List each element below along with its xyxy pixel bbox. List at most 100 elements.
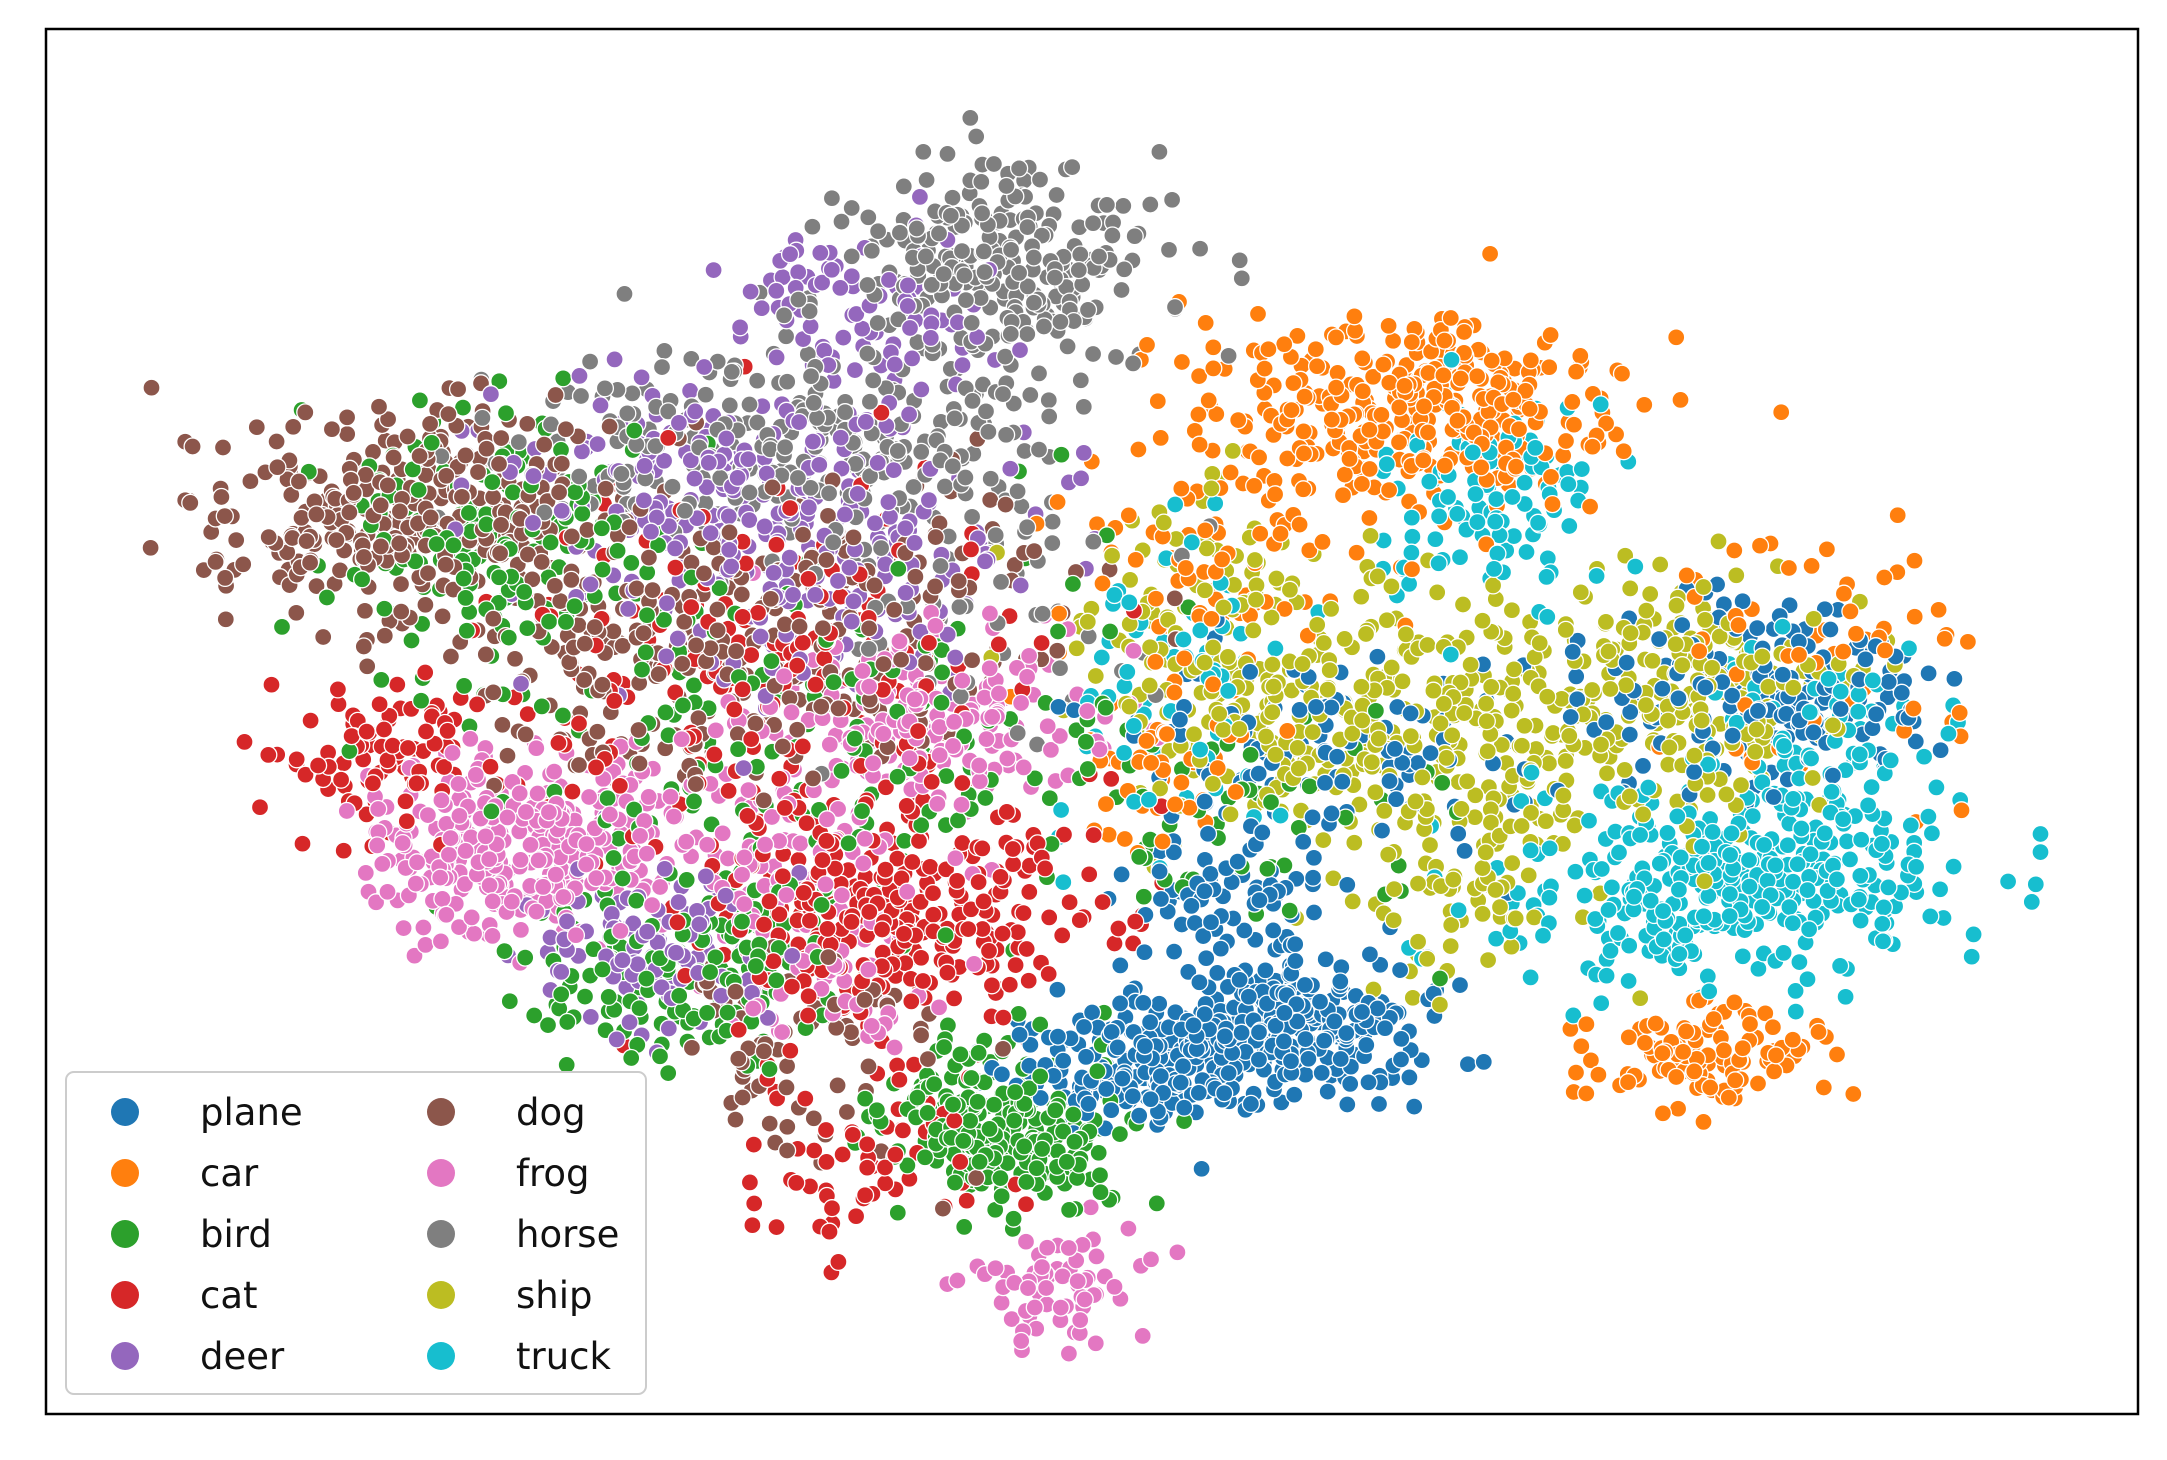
point-plane — [1359, 1073, 1378, 1092]
point-plane — [1316, 950, 1335, 969]
point-plane — [1123, 1087, 1142, 1106]
point-deer — [810, 455, 829, 474]
point-frog — [1087, 1247, 1106, 1266]
point-dog — [448, 380, 468, 399]
point-plane — [1197, 949, 1216, 968]
point-bird — [489, 568, 509, 587]
point-frog — [405, 946, 424, 965]
point-ship — [1366, 783, 1385, 802]
point-truck — [1962, 947, 1981, 966]
point-horse — [868, 313, 887, 333]
point-car — [1577, 1084, 1596, 1103]
point-horse — [979, 422, 998, 441]
point-cat — [235, 732, 254, 752]
point-cat — [1093, 892, 1112, 912]
point-car — [1935, 629, 1954, 648]
point-frog — [1014, 758, 1033, 777]
point-frog — [772, 1022, 792, 1042]
point-frog — [1038, 717, 1057, 736]
point-bird — [632, 660, 652, 679]
point-bird — [659, 1063, 678, 1083]
point-dog — [215, 568, 235, 588]
point-truck — [1575, 886, 1594, 905]
point-frog — [1078, 701, 1097, 721]
point-horse — [1071, 245, 1090, 264]
point-dog — [392, 602, 411, 621]
point-horse — [859, 208, 878, 227]
point-truck — [1522, 763, 1541, 782]
point-horse — [858, 344, 877, 363]
point-car — [1725, 541, 1744, 560]
point-frog — [1002, 1309, 1021, 1329]
point-car — [1480, 244, 1500, 263]
point-cat — [902, 992, 921, 1011]
point-deer — [739, 450, 758, 469]
point-horse — [890, 223, 910, 242]
point-deer — [834, 328, 853, 347]
point-frog — [739, 780, 758, 800]
point-dog — [354, 637, 373, 656]
point-plane — [1076, 1047, 1096, 1067]
point-car — [1772, 403, 1791, 422]
point-ship — [1382, 577, 1401, 596]
point-car — [1148, 392, 1167, 411]
point-horse — [1112, 280, 1131, 300]
point-plane — [1919, 664, 1938, 683]
point-car — [1353, 382, 1372, 401]
point-dog — [375, 626, 394, 645]
point-cat — [719, 781, 738, 801]
point-cat — [858, 1158, 877, 1177]
point-horse — [1039, 391, 1058, 410]
point-car — [1540, 358, 1559, 377]
point-ship — [1377, 611, 1397, 630]
point-cat — [974, 892, 993, 911]
point-ship — [1530, 633, 1549, 653]
point-car — [1566, 362, 1586, 381]
point-horse — [1141, 195, 1160, 214]
point-horse — [1232, 269, 1251, 288]
point-dog — [493, 715, 512, 734]
point-truck — [1626, 557, 1645, 576]
point-car — [1577, 1015, 1596, 1034]
point-horse — [1162, 190, 1182, 209]
point-dog — [535, 435, 554, 454]
point-cat — [287, 750, 306, 769]
point-dog — [1048, 641, 1067, 660]
point-bird — [888, 1203, 907, 1222]
point-horse — [981, 469, 1000, 488]
point-dog — [206, 552, 225, 572]
point-car — [1313, 532, 1332, 552]
point-plane — [1111, 956, 1130, 975]
point-bird — [372, 670, 391, 690]
point-car — [1612, 364, 1632, 383]
point-frog — [1081, 1198, 1100, 1217]
point-cat — [843, 1125, 862, 1144]
point-horse — [967, 127, 986, 146]
point-deer — [845, 360, 865, 380]
point-deer — [581, 1007, 600, 1027]
point-frog — [698, 835, 717, 854]
point-dog — [141, 538, 160, 557]
point-cat — [301, 711, 320, 730]
point-truck — [1438, 487, 1458, 507]
point-frog — [416, 935, 435, 955]
point-ship — [1244, 621, 1263, 640]
point-horse — [740, 395, 759, 414]
point-deer — [696, 867, 715, 886]
point-dog — [777, 1078, 796, 1097]
point-frog — [706, 721, 725, 740]
point-frog — [664, 807, 684, 826]
point-horse — [1219, 346, 1238, 365]
point-cat — [1020, 882, 1039, 902]
point-car — [1875, 568, 1894, 587]
point-ship — [1694, 577, 1713, 597]
point-horse — [1043, 512, 1062, 531]
point-horse — [862, 241, 881, 260]
point-ship — [1731, 775, 1751, 795]
point-cat — [770, 769, 789, 788]
point-car — [1952, 801, 1971, 820]
point-plane — [1338, 1095, 1357, 1114]
point-frog — [832, 886, 852, 905]
point-truck — [1587, 566, 1606, 586]
